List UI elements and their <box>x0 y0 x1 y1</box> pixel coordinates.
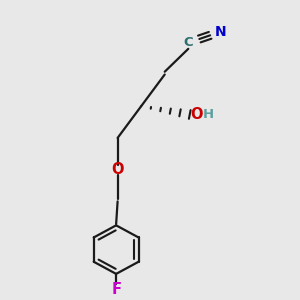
Text: O: O <box>190 107 203 122</box>
Text: F: F <box>111 282 121 297</box>
Text: C: C <box>184 36 193 49</box>
Text: O: O <box>111 162 124 177</box>
Text: N: N <box>215 25 226 39</box>
Text: H: H <box>202 108 214 121</box>
